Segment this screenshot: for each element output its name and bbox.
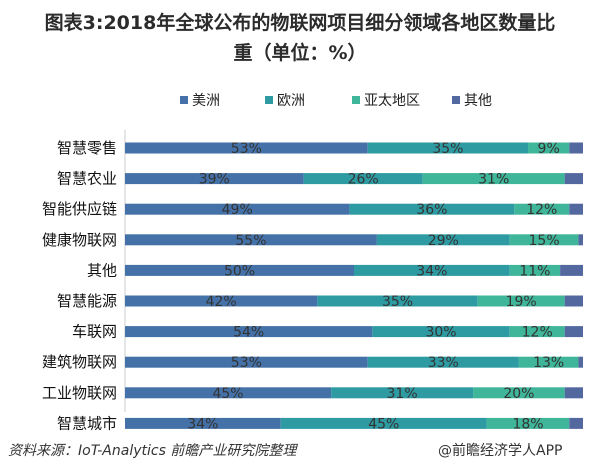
bar-segment-0-1 [367,142,529,154]
bar-segment-8-1 [331,387,474,399]
bar-segment-9-2 [486,417,570,429]
legend-label-1: 欧洲 [277,93,305,109]
data-label-3-0: 55% [235,233,266,249]
bar-segment-6-1 [372,326,510,338]
data-label-4-0: 50% [224,263,255,279]
data-label-6-2: 12% [522,325,553,341]
legend-swatch-0 [180,96,188,104]
bar-segment-8-2 [473,387,565,399]
category-label-3: 健康物联网 [42,231,117,249]
bar-segment-3-3 [578,234,583,246]
bar-segment-1-0 [125,173,304,185]
data-label-8-0: 45% [212,386,243,402]
data-label-6-1: 30% [425,325,456,341]
category-label-0: 智慧零售 [57,139,117,157]
source-note: 资料来源：IoT-Analytics 前瞻产业研究院整理 [8,443,297,459]
bar-segment-6-2 [509,326,565,338]
bar-segment-0-2 [528,142,570,154]
data-label-7-2: 13% [533,355,564,371]
data-label-2-0: 49% [222,202,253,218]
data-label-5-1: 35% [382,294,413,310]
data-label-6-0: 54% [233,325,264,341]
data-label-7-0: 53% [231,355,262,371]
bar-segment-9-3 [569,417,583,429]
chart-title-line1: 图表3:2018年全球公布的物联网项目细分领域各地区数量比 [44,12,556,34]
legend-label-3: 其他 [464,93,492,109]
legend-label-2: 亚太地区 [364,93,420,109]
bar-segment-1-1 [303,173,423,185]
bar-segment-3-0 [125,234,377,246]
category-label-1: 智慧农业 [57,170,117,188]
data-label-2-1: 36% [416,202,447,218]
data-label-0-0: 53% [231,141,262,157]
bar-segment-3-2 [509,234,579,246]
category-label-8: 工业物联网 [42,384,117,402]
chart-title: 图表3:2018年全球公布的物联网项目细分领域各地区数量比 重（单位：%） [0,8,600,68]
data-label-5-2: 19% [506,294,537,310]
bars: 53% 35% 9% 39% 26% 31% 49% 36% 12% 55% 29% 15% 50% 34… [124,130,583,432]
bar-segment-0-3 [569,142,583,154]
bar-segment-8-3 [564,387,583,399]
category-label-4: 其他 [87,261,117,279]
category-label-6: 车联网 [72,323,117,341]
bar-segment-6-3 [564,326,583,338]
data-label-0-2: 9% [538,141,560,157]
data-label-9-1: 45% [368,416,399,432]
bar-segment-9-1 [280,417,487,429]
legend-label-0: 美洲 [192,93,220,109]
bar-segment-4-1 [354,264,510,276]
category-label-5: 智慧能源 [57,292,117,310]
data-label-3-1: 29% [428,233,459,249]
data-label-1-1: 26% [348,172,379,188]
category-labels: 智慧零售智慧农业智能供应链健康物联网其他智慧能源车联网建筑物联网工业物联网智慧城… [42,139,117,432]
data-label-7-1: 33% [428,355,459,371]
legend-swatch-2 [352,96,360,104]
bar-segment-6-0 [125,326,373,338]
bar-segment-2-0 [125,203,350,215]
category-label-2: 智能供应链 [42,200,117,218]
data-label-8-2: 20% [503,386,534,402]
data-label-1-0: 39% [199,172,230,188]
data-label-8-1: 31% [387,386,418,402]
bar-segment-9-0 [125,417,281,429]
data-label-4-2: 11% [519,263,550,279]
bar-segment-7-0 [125,356,368,368]
bar-segment-7-2 [518,356,579,368]
bar-segment-4-3 [560,264,583,276]
legend-swatch-1 [265,96,273,104]
bar-segment-5-2 [477,295,565,307]
legend-swatch-3 [452,96,460,104]
bar-segment-1-3 [564,173,583,185]
data-label-4-1: 34% [416,263,447,279]
data-label-3-2: 15% [529,233,560,249]
bar-segment-2-1 [349,203,515,215]
legend: 美洲 欧洲 亚太地区 其他 [180,93,492,109]
data-label-1-2: 31% [478,172,509,188]
bar-segment-5-1 [317,295,478,307]
data-label-9-2: 18% [512,416,543,432]
bar-segment-2-2 [514,203,570,215]
bar-segment-7-3 [578,356,583,368]
bar-segment-4-0 [125,264,354,276]
bar-segment-4-2 [509,264,561,276]
bar-segment-8-0 [125,387,332,399]
bar-segment-1-2 [422,173,565,185]
data-label-0-1: 35% [432,141,463,157]
data-label-9-0: 34% [187,416,218,432]
bar-segment-5-3 [564,295,583,307]
bar-segment-2-3 [569,203,583,215]
bar-segment-3-1 [376,234,510,246]
bar-segment-0-0 [125,142,368,154]
category-label-9: 智慧城市 [57,414,117,432]
data-label-2-2: 12% [526,202,557,218]
watermark: @前瞻经济学人APP [438,443,563,459]
chart-title-line2: 重（单位：%） [233,42,367,64]
category-label-7: 建筑物联网 [42,353,117,371]
bar-segment-5-0 [125,295,318,307]
bar-segment-7-1 [367,356,519,368]
data-label-5-0: 42% [206,294,237,310]
